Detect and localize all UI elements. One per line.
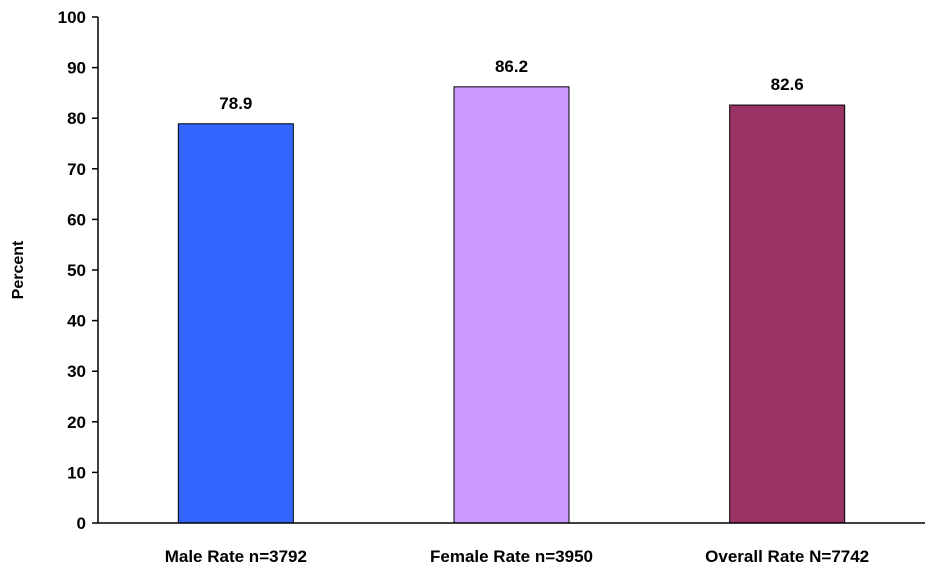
bar <box>729 104 846 524</box>
category-label: Female Rate n=3950 <box>430 547 593 566</box>
data-label: 82.6 <box>771 75 804 94</box>
data-labels: 78.9 86.2 82.6 <box>219 57 803 113</box>
data-label: 78.9 <box>219 94 252 113</box>
y-tick-label: 20 <box>67 413 86 432</box>
category-label: Overall Rate N=7742 <box>705 547 869 566</box>
y-tick-label: 30 <box>67 362 86 381</box>
bars <box>177 86 846 524</box>
y-tick-label: 0 <box>77 514 86 533</box>
y-tick-label: 80 <box>67 109 86 128</box>
y-tick-label: 50 <box>67 261 86 280</box>
bar <box>453 86 570 524</box>
y-tick-label: 10 <box>67 463 86 482</box>
y-axis-title: Percent <box>10 240 27 299</box>
category-labels: Male Rate n=3792 Female Rate n=3950 Overal… <box>165 547 869 566</box>
y-tick-label: 90 <box>67 59 86 78</box>
y-tick-label: 100 <box>58 8 86 27</box>
y-tick-label: 40 <box>67 312 86 331</box>
category-label: Male Rate n=3792 <box>165 547 307 566</box>
y-tick-label: 70 <box>67 160 86 179</box>
y-tick-label: 60 <box>67 210 86 229</box>
data-label: 86.2 <box>495 57 528 76</box>
bar <box>177 123 294 524</box>
y-axis-ticks: 0 10 20 30 40 50 60 70 80 90 100 <box>58 8 98 533</box>
